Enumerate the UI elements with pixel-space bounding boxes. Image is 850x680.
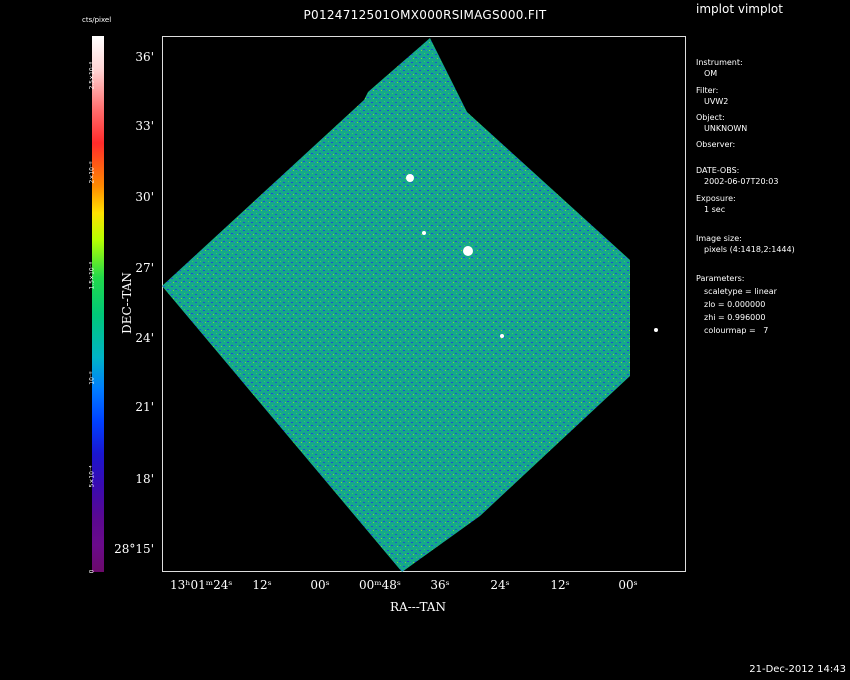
x-tick-label: 00ᵐ48ˢ — [359, 578, 401, 592]
colorbar — [92, 36, 104, 572]
colorbar-tick: 10⁻⁸ — [88, 371, 96, 385]
colorbar-tick: 1.5×10⁻⁸ — [88, 261, 96, 290]
app-label: implot vimplot — [696, 2, 783, 16]
info-object: UNKNOWN — [704, 124, 748, 133]
y-tick-label: 33' — [135, 119, 154, 133]
info-parameters-label: Parameters: — [696, 274, 745, 283]
info-exposure: 1 sec — [704, 205, 726, 214]
timestamp: 21-Dec-2012 14:43 — [749, 664, 846, 675]
info-instrument: OM — [704, 69, 718, 78]
y-tick-label: 24' — [135, 331, 154, 345]
info-observer-label: Observer: — [696, 140, 736, 149]
colorbar-tick: 0 — [88, 569, 96, 574]
y-tick-label: 36' — [135, 50, 154, 64]
x-axis-title: RA---TAN — [390, 600, 446, 614]
info-instrument-label: Instrument: — [696, 58, 743, 67]
colorbar-tick: 5×10⁻⁴ — [88, 465, 96, 488]
info-date: 2002-06-07T20:03 — [704, 177, 779, 186]
info-exposure-label: Exposure: — [696, 194, 736, 203]
colorbar-tick: 2×10⁻⁸ — [88, 161, 96, 184]
source — [422, 231, 426, 235]
info-image-size: pixels (4:1418,2:1444) — [704, 245, 795, 254]
sky-image — [162, 38, 658, 572]
image-frame — [162, 36, 686, 572]
x-tick-label: 00ˢ — [618, 578, 638, 592]
x-tick-label: 12ˢ — [550, 578, 570, 592]
x-tick-label: 36ˢ — [430, 578, 450, 592]
x-tick-label: 00ˢ — [310, 578, 330, 592]
x-tick-label: 13ʰ01ᵐ24ˢ — [170, 578, 233, 592]
exposure-footprint — [162, 38, 630, 572]
plot-title: P0124712501OMX000RSIMAGS000.FIT — [303, 8, 547, 22]
info-image-size-label: Image size: — [696, 234, 742, 243]
info-filter-label: Filter: — [696, 86, 719, 95]
info-zhi: zhi = 0.996000 — [704, 313, 766, 322]
y-tick-label: 18' — [135, 472, 154, 486]
info-zlo: zlo = 0.000000 — [704, 300, 766, 309]
y-tick-label: 21' — [135, 400, 154, 414]
x-tick-label: 12ˢ — [252, 578, 272, 592]
y-axis-title: DEC--TAN — [119, 272, 134, 334]
source — [500, 334, 504, 338]
y-tick-label: 30' — [135, 190, 154, 204]
info-object-label: Object: — [696, 113, 725, 122]
bright-source — [463, 246, 473, 256]
info-date-label: DATE-OBS: — [696, 166, 740, 175]
source — [654, 328, 658, 332]
info-colourmap: colourmap = 7 — [704, 326, 769, 335]
colorbar-label: cts/pixel — [82, 16, 112, 24]
info-filter: UVW2 — [704, 97, 729, 106]
y-tick-label: 28°15' — [114, 542, 154, 556]
x-tick-label: 24ˢ — [490, 578, 510, 592]
y-tick-label: 27' — [135, 261, 154, 275]
colorbar-tick: 2.5×10⁻⁸ — [88, 61, 96, 90]
info-scaletype: scaletype = linear — [704, 287, 777, 296]
bright-source — [406, 174, 414, 182]
